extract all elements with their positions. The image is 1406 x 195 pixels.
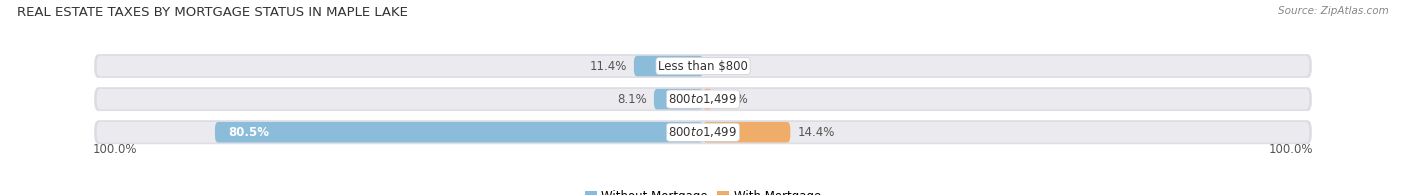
FancyBboxPatch shape — [654, 89, 703, 109]
FancyBboxPatch shape — [97, 89, 1309, 109]
FancyBboxPatch shape — [634, 56, 703, 76]
FancyBboxPatch shape — [94, 121, 1312, 144]
Text: $800 to $1,499: $800 to $1,499 — [668, 92, 738, 106]
Text: 1.5%: 1.5% — [718, 93, 749, 106]
Text: 0.0%: 0.0% — [710, 59, 740, 73]
Text: Less than $800: Less than $800 — [658, 59, 748, 73]
Text: 14.4%: 14.4% — [797, 126, 835, 139]
Text: 8.1%: 8.1% — [617, 93, 647, 106]
Text: 80.5%: 80.5% — [229, 126, 270, 139]
FancyBboxPatch shape — [703, 89, 711, 109]
FancyBboxPatch shape — [94, 54, 1312, 78]
FancyBboxPatch shape — [703, 122, 790, 143]
FancyBboxPatch shape — [97, 56, 1309, 76]
Text: 100.0%: 100.0% — [1268, 143, 1313, 156]
Text: Source: ZipAtlas.com: Source: ZipAtlas.com — [1278, 6, 1389, 16]
FancyBboxPatch shape — [94, 88, 1312, 111]
FancyBboxPatch shape — [97, 122, 1309, 143]
Text: $800 to $1,499: $800 to $1,499 — [668, 125, 738, 139]
Text: 100.0%: 100.0% — [93, 143, 138, 156]
FancyBboxPatch shape — [215, 122, 703, 143]
Text: 11.4%: 11.4% — [589, 59, 627, 73]
Text: REAL ESTATE TAXES BY MORTGAGE STATUS IN MAPLE LAKE: REAL ESTATE TAXES BY MORTGAGE STATUS IN … — [17, 6, 408, 19]
Legend: Without Mortgage, With Mortgage: Without Mortgage, With Mortgage — [581, 185, 825, 195]
